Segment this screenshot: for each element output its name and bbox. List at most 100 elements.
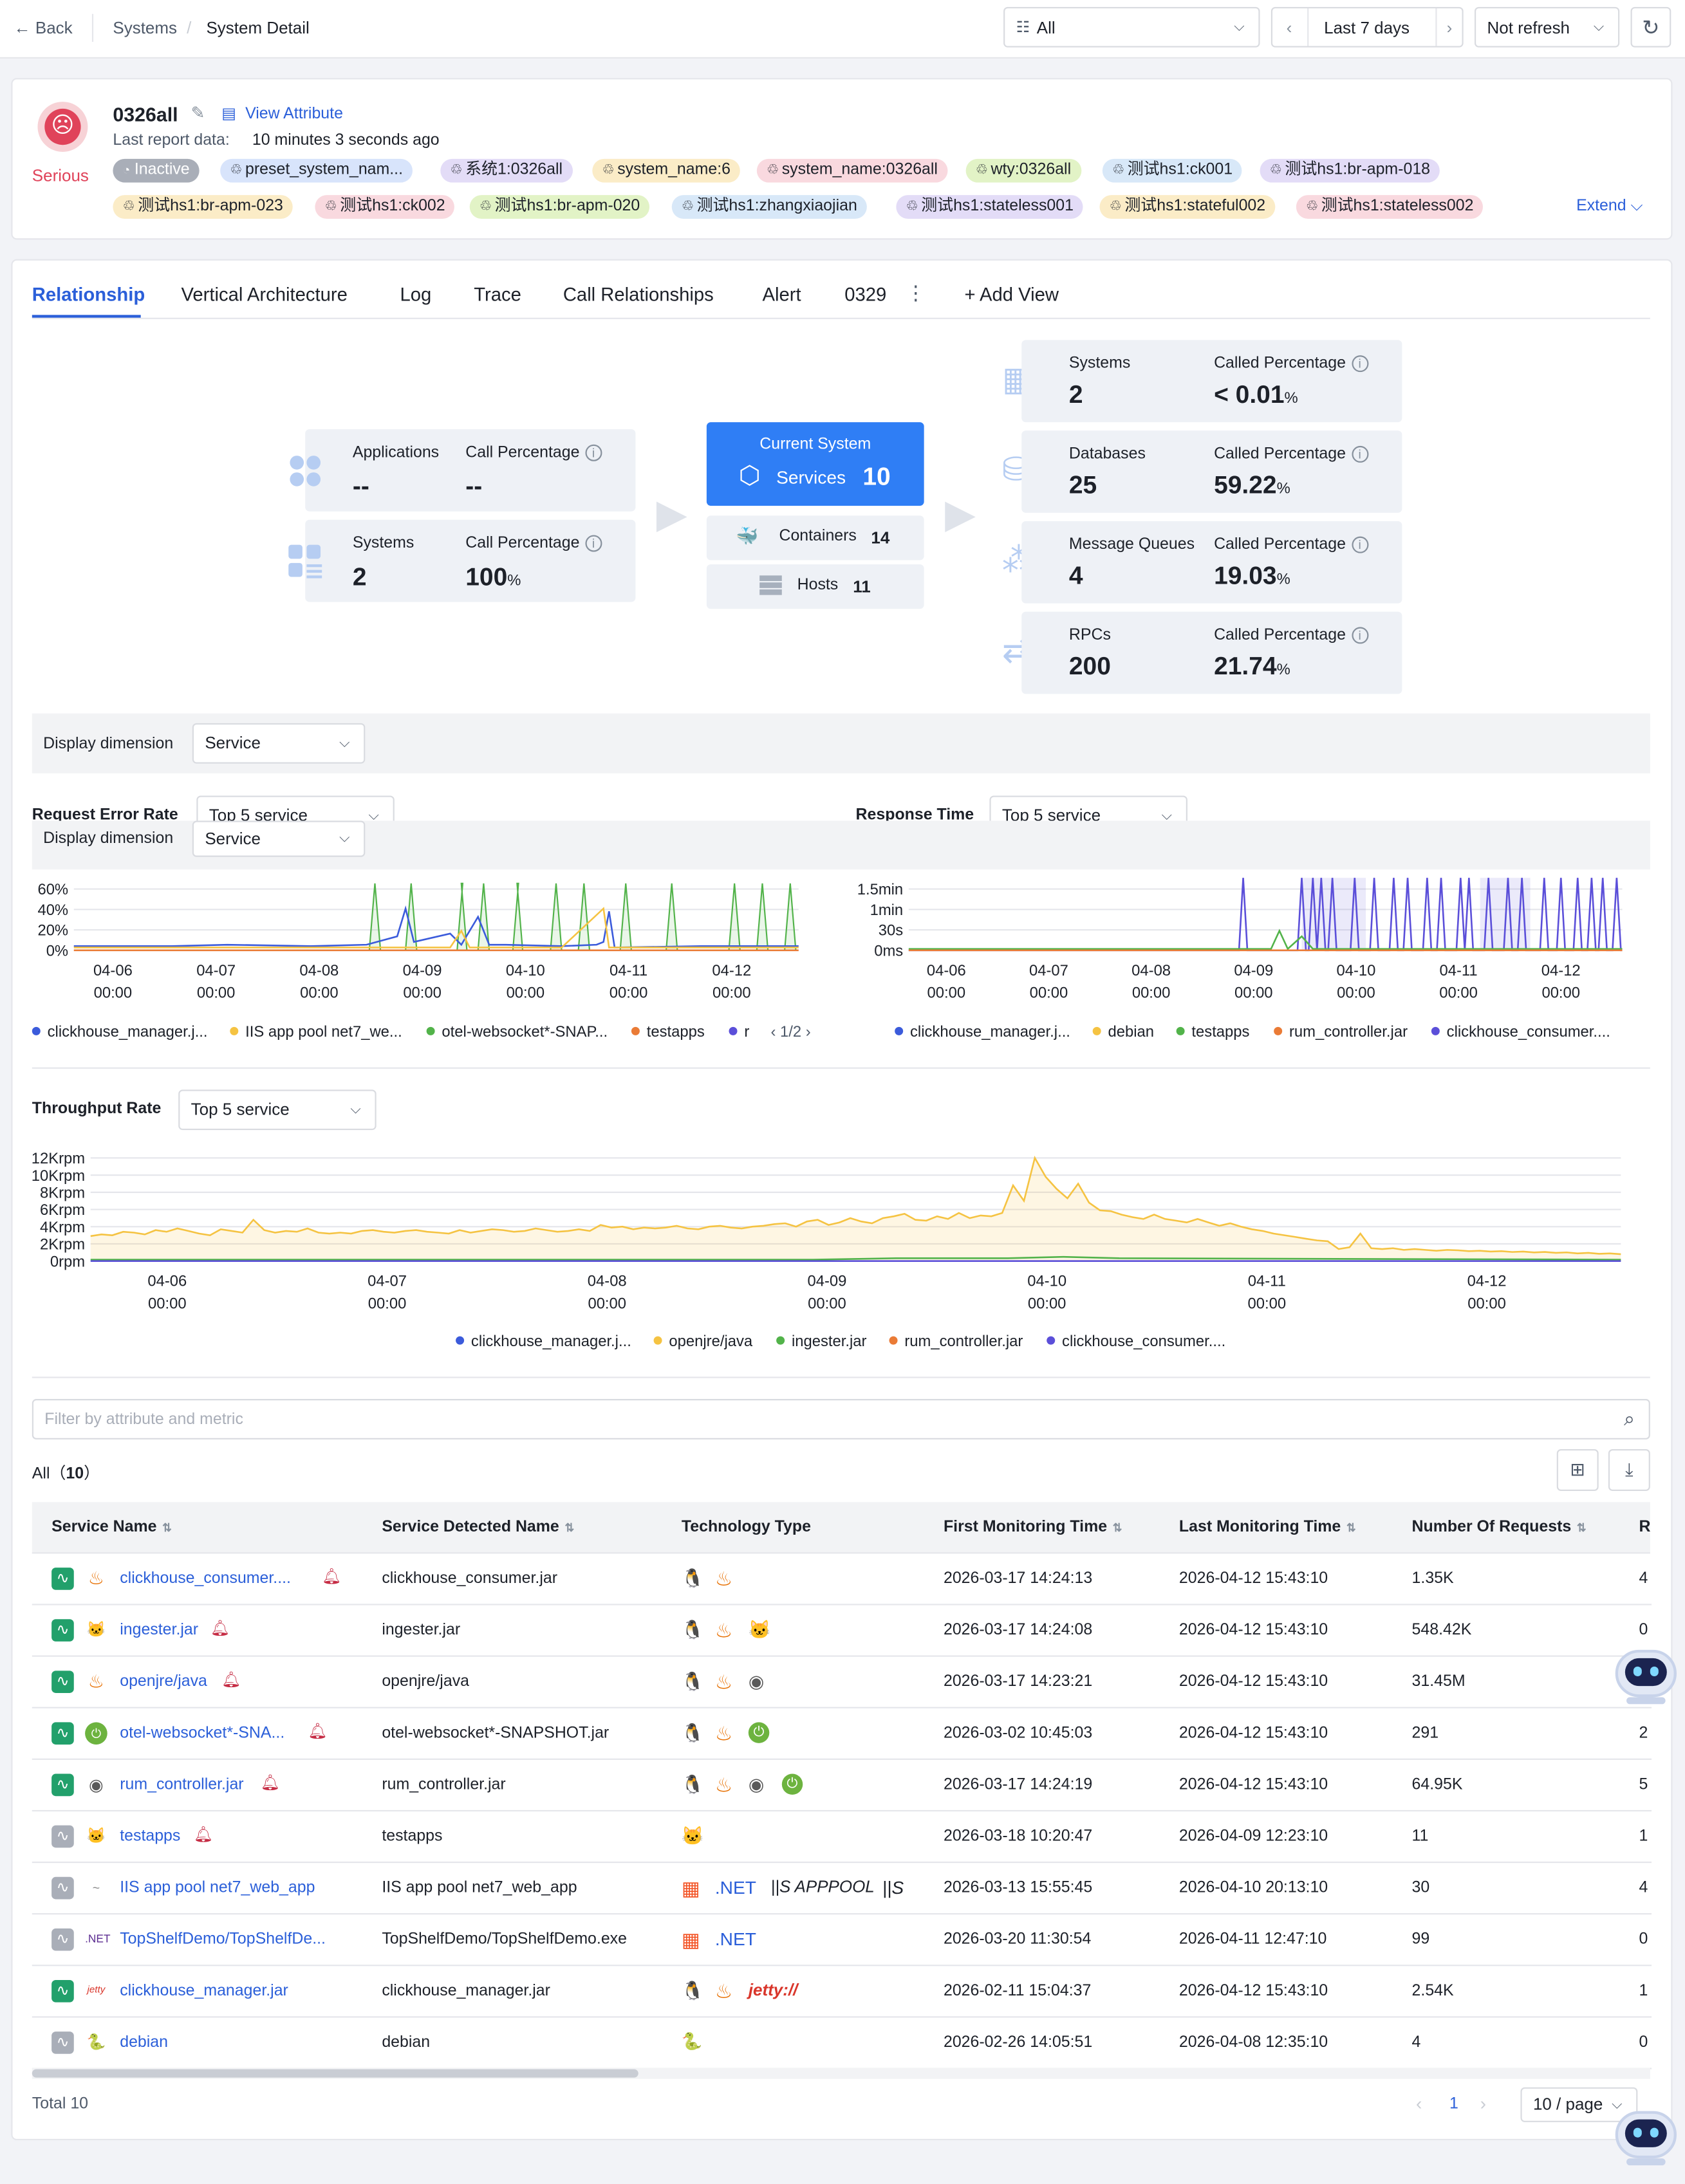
- legend-pager[interactable]: ‹ 1/2 ›: [770, 1024, 811, 1041]
- service-name-link[interactable]: clickhouse_manager.jar: [120, 1983, 288, 2000]
- breadcrumb-systems[interactable]: Systems: [113, 18, 178, 38]
- service-name-link[interactable]: rum_controller.jar: [120, 1776, 244, 1793]
- info-icon[interactable]: i: [1351, 536, 1368, 553]
- filter-input[interactable]: Filter by attribute and metric ⌕: [32, 1399, 1650, 1439]
- table-row[interactable]: ∿ 🐱 testapps 🔔︎ testapps 🐱 2026-03-18 10:20:47…: [32, 1811, 1652, 1864]
- service-name-link[interactable]: debian: [120, 2034, 169, 2051]
- system-tag[interactable]: ♲ 测试hs1:br-apm-020: [469, 195, 650, 219]
- table-row[interactable]: ∿ ♨ openjre/java 🔔︎ openjre/java 🐧 ♨ ◉ 2026-03-1…: [32, 1657, 1652, 1708]
- system-tag[interactable]: ♲ wty:0326all: [965, 158, 1081, 183]
- page-1[interactable]: 1: [1449, 2095, 1458, 2113]
- downstream-card[interactable]: RPCs 200 Called Percentage i 21.74%: [1021, 611, 1402, 694]
- system-tag[interactable]: ♲ 测试hs1:stateless002: [1296, 195, 1484, 219]
- alert-bell-icon[interactable]: 🔔︎: [260, 1775, 281, 1792]
- service-name-link[interactable]: testapps: [120, 1828, 181, 1845]
- table-row[interactable]: ∿ ◉ rum_controller.jar 🔔︎ rum_controller.jar…: [32, 1760, 1652, 1812]
- legend-item[interactable]: clickhouse_manager.j...: [32, 1024, 208, 1041]
- alert-bell-icon[interactable]: 🔔︎: [193, 1826, 214, 1844]
- search-icon[interactable]: ⌕: [1624, 1407, 1635, 1430]
- system-tag[interactable]: ♲ 测试hs1:ck002: [315, 195, 455, 219]
- service-name-link[interactable]: openjre/java: [120, 1673, 207, 1690]
- legend-item[interactable]: r: [729, 1024, 749, 1041]
- service-name-link[interactable]: IIS app pool net7_web_app: [120, 1880, 315, 1897]
- current-system-card[interactable]: Current System ⬡ Services 10: [706, 422, 924, 506]
- horizontal-scrollbar[interactable]: [32, 2068, 1650, 2079]
- system-tag[interactable]: ♲ 测试hs1:br-apm-018: [1260, 158, 1440, 183]
- table-row[interactable]: ∿ 🐍 debian debian 🐍 2026-02-26 14:05:51 2026-0…: [32, 2017, 1652, 2069]
- legend-item[interactable]: clickhouse_manager.j...: [895, 1024, 1070, 1041]
- caller-systems-card[interactable]: Systems 2 Call Percentage i 100%: [305, 519, 636, 602]
- downstream-card[interactable]: Message Queues 4 Called Percentage i 19.03%: [1021, 521, 1402, 604]
- filter-select[interactable]: ☷ All ⌵: [1003, 6, 1260, 48]
- tab-log[interactable]: Log: [400, 284, 432, 306]
- alert-bell-icon[interactable]: 🔔︎: [308, 1723, 328, 1741]
- edit-icon[interactable]: ✎: [191, 103, 205, 123]
- column-header[interactable]: Service Name ⇅: [51, 1519, 172, 1536]
- chevron-left-icon[interactable]: ‹: [1286, 17, 1292, 37]
- legend-item[interactable]: clickhouse_consumer....: [1431, 1024, 1610, 1041]
- legend-item[interactable]: otel-websocket*-SNAP...: [426, 1024, 608, 1041]
- tab-trace[interactable]: Trace: [474, 284, 521, 306]
- chevron-left-icon[interactable]: ‹: [770, 1024, 776, 1041]
- legend-item[interactable]: debian: [1092, 1024, 1154, 1041]
- tab-0329[interactable]: 0329: [844, 284, 887, 306]
- legend-item[interactable]: openjre/java: [653, 1333, 752, 1350]
- extend-button[interactable]: Extend ⌵: [1576, 198, 1643, 215]
- system-tag[interactable]: ♲ 系统1:0326all: [440, 158, 573, 183]
- service-name-link[interactable]: ingester.jar: [120, 1622, 199, 1639]
- alert-bell-icon[interactable]: 🔔︎: [322, 1569, 342, 1586]
- info-icon[interactable]: i: [585, 444, 602, 461]
- table-row[interactable]: ∿ ♨ clickhouse_consumer.... 🔔︎ clickhouse_co…: [32, 1553, 1652, 1606]
- alert-bell-icon[interactable]: 🔔︎: [221, 1672, 241, 1689]
- prev-page-button[interactable]: ‹: [1416, 2093, 1422, 2114]
- throughput-top-select[interactable]: Top 5 service ⌵: [178, 1089, 377, 1131]
- alert-bell-icon[interactable]: 🔔︎: [210, 1620, 230, 1638]
- downstream-card[interactable]: Systems 2 Called Percentage i < 0.01%: [1021, 340, 1402, 423]
- column-header[interactable]: Last Monitoring Time ⇅: [1178, 1519, 1356, 1536]
- legend-item[interactable]: rum_controller.jar: [889, 1333, 1023, 1350]
- system-tag[interactable]: ◔ Inactive: [113, 158, 200, 183]
- table-row[interactable]: ∿ jetty clickhouse_manager.jar clickhouse_m…: [32, 1966, 1652, 2018]
- hosts-card[interactable]: Hosts 11: [706, 564, 924, 609]
- system-tag[interactable]: ♲ 测试hs1:stateless001: [896, 195, 1084, 219]
- view-attribute-link[interactable]: View Attribute: [245, 106, 343, 123]
- assistant-robot-icon[interactable]: [1612, 1642, 1679, 1708]
- legend-item[interactable]: testapps: [1176, 1024, 1249, 1041]
- system-tag[interactable]: ♲ preset_system_nam...: [220, 158, 413, 183]
- legend-item[interactable]: clickhouse_manager.j...: [456, 1333, 631, 1350]
- refresh-button[interactable]: ↻: [1630, 6, 1671, 48]
- system-tag[interactable]: ♲ 测试hs1:ck001: [1102, 158, 1243, 183]
- scrollbar-thumb[interactable]: [32, 2069, 638, 2078]
- sort-icon[interactable]: ⇅: [564, 1521, 574, 1535]
- info-icon[interactable]: i: [1351, 627, 1368, 644]
- chevron-right-icon[interactable]: ›: [805, 1024, 811, 1041]
- time-range-picker[interactable]: ‹ Last 7 days ›: [1271, 6, 1464, 48]
- table-row[interactable]: ∿ .NET TopShelfDemo/TopShelfDe... TopShelfD…: [32, 1914, 1652, 1967]
- download-button[interactable]: ⤓: [1608, 1449, 1650, 1491]
- sort-icon[interactable]: ⇅: [162, 1521, 172, 1535]
- tab-relationship[interactable]: Relationship: [32, 284, 145, 306]
- legend-item[interactable]: rum_controller.jar: [1274, 1024, 1408, 1041]
- dimension-select[interactable]: Service ⌵: [192, 723, 366, 764]
- column-header[interactable]: Number Of Requests ⇅: [1411, 1519, 1587, 1536]
- system-tag[interactable]: ♲ system_name:6: [592, 158, 741, 183]
- sticky-dimension-select[interactable]: Service ⌵: [192, 820, 366, 857]
- legend-item[interactable]: clickhouse_consumer....: [1047, 1333, 1225, 1350]
- legend-item[interactable]: ingester.jar: [776, 1333, 866, 1350]
- next-page-button[interactable]: ›: [1480, 2093, 1487, 2114]
- service-name-link[interactable]: otel-websocket*-SNA...: [120, 1725, 285, 1742]
- back-button[interactable]: ← Back: [14, 18, 73, 38]
- containers-card[interactable]: 🐳 Containers 14: [706, 515, 924, 560]
- downstream-card[interactable]: Databases 25 Called Percentage i 59.22%: [1021, 430, 1402, 513]
- legend-item[interactable]: testapps: [631, 1024, 705, 1041]
- table-row[interactable]: ∿ ~ IIS app pool net7_web_app IIS app pool …: [32, 1863, 1652, 1915]
- system-tag[interactable]: ♲ 测试hs1:br-apm-023: [113, 195, 293, 219]
- column-settings-button[interactable]: ⊞: [1556, 1449, 1599, 1491]
- service-name-link[interactable]: TopShelfDemo/TopShelfDe...: [120, 1931, 326, 1948]
- system-tag[interactable]: ♲ 测试hs1:zhangxiaojian: [671, 195, 867, 219]
- assistant-robot-icon[interactable]: [1612, 2103, 1679, 2170]
- tab-vertical-architecture[interactable]: Vertical Architecture: [181, 284, 348, 306]
- more-icon[interactable]: ⋮: [906, 281, 926, 304]
- add-view-button[interactable]: + Add View: [964, 284, 1059, 306]
